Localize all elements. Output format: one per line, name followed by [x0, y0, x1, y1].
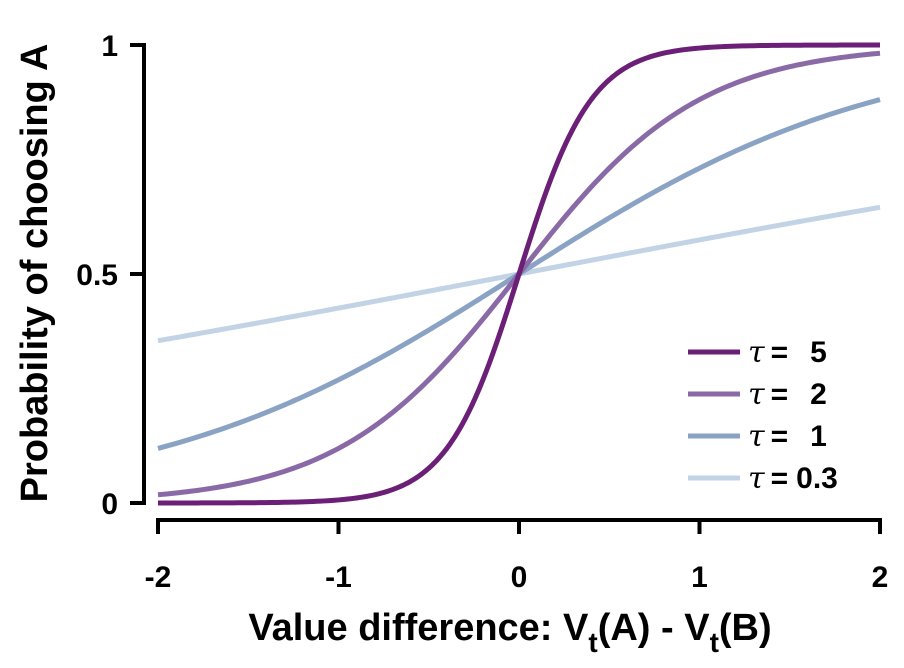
legend-value: 5 — [810, 336, 827, 369]
x-ticks: -2 -1 0 1 2 — [145, 520, 889, 594]
legend-tau-symbol: τ — [748, 335, 765, 370]
x-tick-label: 2 — [872, 561, 889, 594]
y-tick-label: 0 — [101, 488, 118, 521]
legend-value: 0.3 — [796, 462, 838, 495]
legend-equals: = — [771, 378, 789, 411]
y-axis-title: Probability of choosing A — [14, 44, 56, 503]
legend-label: τ = 5 — [748, 335, 827, 370]
x-tick-label: 0 — [511, 561, 528, 594]
series-lines — [157, 42, 881, 506]
legend-equals: = — [771, 420, 789, 453]
legend-tau-symbol: τ — [748, 377, 765, 412]
x-axis-title-subscript-2: t — [710, 627, 719, 658]
legend-tau-symbol: τ — [748, 461, 765, 496]
legend-label: τ = 0.3 — [748, 461, 838, 496]
x-tick-label: 1 — [691, 561, 708, 594]
y-tick-label: 1 — [101, 30, 118, 63]
x-axis-title-prefix: Value difference: V — [248, 607, 589, 649]
legend-value: 2 — [810, 378, 827, 411]
legend-label: τ = 1 — [748, 419, 827, 454]
y-tick-label: 0.5 — [76, 259, 118, 292]
x-tick-label: -2 — [145, 561, 172, 594]
legend-tau-symbol: τ — [748, 419, 765, 454]
legend-equals: = — [771, 336, 789, 369]
x-tick-label: -1 — [325, 561, 352, 594]
legend-value: 1 — [810, 420, 827, 453]
y-ticks: 00.51 — [76, 30, 144, 521]
x-axis-title-suffix: (B) — [719, 607, 772, 649]
legend-label: τ = 2 — [748, 377, 827, 412]
legend-equals: = — [771, 462, 789, 495]
legend: τ = 5τ = 2τ = 1τ = 0.3 — [688, 335, 838, 496]
series-line-tau-5 — [158, 42, 880, 506]
x-axis-title-middle: (A) - V — [598, 607, 711, 649]
x-axis-title-subscript-1: t — [588, 627, 597, 658]
x-axis-title: Value difference: Vt(A) - Vt(B) — [248, 607, 771, 658]
